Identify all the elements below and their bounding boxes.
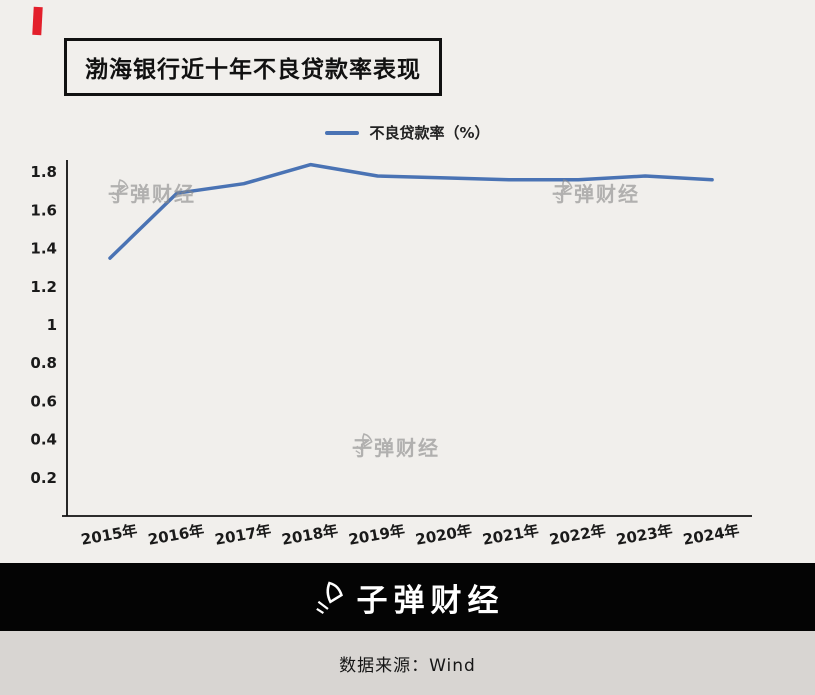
svg-text:2018年: 2018年: [280, 521, 339, 549]
svg-text:0.4: 0.4: [30, 431, 57, 449]
svg-text:1.2: 1.2: [30, 278, 57, 296]
bullet-logo-icon: [311, 580, 345, 615]
svg-text:0.2: 0.2: [30, 469, 57, 487]
svg-text:2024年: 2024年: [682, 521, 741, 549]
chart-svg: 0.2 0.4 0.6 0.8 1 1.2 1.4 1.6 1.8 2015年 2016年 2017年…: [30, 160, 752, 549]
brand-name: 子弹财经: [356, 582, 505, 619]
legend-label: 不良贷款率（%）: [369, 124, 490, 142]
svg-text:2015年: 2015年: [80, 521, 139, 549]
svg-text:0.8: 0.8: [30, 354, 57, 372]
chart-area: 0.2 0.4 0.6 0.8 1 1.2 1.4 1.6 1.8 2015年 2016年 2017年…: [0, 150, 815, 563]
svg-text:2023年: 2023年: [615, 521, 674, 549]
svg-text:1: 1: [47, 316, 57, 334]
legend-line-swatch: [325, 130, 360, 135]
svg-text:2021年: 2021年: [481, 521, 540, 549]
svg-text:0.6: 0.6: [30, 392, 57, 410]
svg-text:1.6: 1.6: [30, 201, 57, 219]
legend: 不良贷款率（%）: [0, 122, 815, 143]
source-bar: 数据来源：Wind: [0, 631, 815, 695]
chart-title: 渤海银行近十年不良贷款率表现: [85, 57, 421, 83]
svg-text:2022年: 2022年: [548, 521, 607, 549]
svg-text:1.8: 1.8: [30, 163, 57, 181]
brand-bar: 子弹财经: [0, 563, 815, 631]
data-source-text: 数据来源：Wind: [339, 655, 476, 676]
svg-text:2019年: 2019年: [347, 521, 406, 549]
svg-text:2017年: 2017年: [213, 521, 272, 549]
svg-text:2020年: 2020年: [414, 521, 473, 549]
svg-text:2016年: 2016年: [147, 521, 206, 549]
svg-text:1.4: 1.4: [30, 240, 57, 258]
chart-title-box: 渤海银行近十年不良贷款率表现: [64, 38, 442, 96]
red-accent-mark: [32, 6, 43, 36]
chart-panel: 渤海银行近十年不良贷款率表现 不良贷款率（%） 0.2 0.4 0.6 0.8 1 1.2…: [0, 6, 815, 563]
